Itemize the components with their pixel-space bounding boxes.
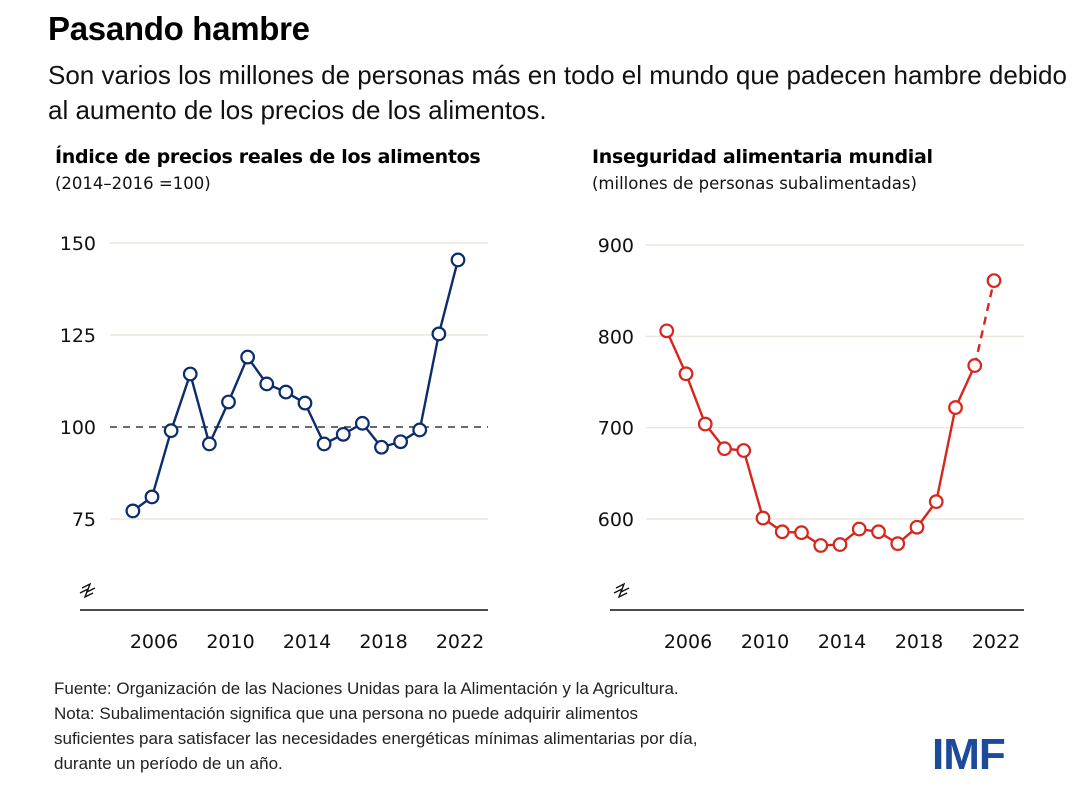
- axis-break-icon: [79, 587, 94, 599]
- data-point-2017: [890, 536, 906, 552]
- data-point-2018: [374, 439, 389, 455]
- page-subtitle: Son varios los millones de personas más …: [48, 60, 1067, 125]
- x-tick-label: 2010: [206, 631, 254, 653]
- data-point-2016: [335, 426, 351, 442]
- x-tick-label: 2006: [664, 631, 712, 653]
- data-point-2022: [986, 273, 1002, 289]
- data-point-2022: [450, 252, 466, 268]
- data-point-2018: [909, 519, 925, 535]
- right-chart-subtitle: (millones de personas subalimentadas): [592, 174, 917, 193]
- y-tick-label: 600: [598, 509, 634, 531]
- x-tick-label: 2014: [818, 631, 866, 653]
- x-tick-label: 2022: [436, 631, 484, 653]
- data-point-2005: [659, 323, 675, 339]
- y-tick-label: 800: [598, 326, 634, 348]
- right-chart-title: Inseguridad alimentaria mundial: [592, 146, 933, 168]
- data-point-2019: [393, 434, 409, 450]
- data-point-2013: [278, 384, 294, 400]
- axis-break-icon: [613, 587, 628, 599]
- right-chart: 600 700 800 900 2006 2010 2014 2018 2022: [598, 235, 1024, 653]
- data-point-2009: [201, 436, 217, 452]
- definition-note-line-3: durante un período de un año.: [54, 754, 283, 773]
- series-line: [132, 259, 460, 512]
- data-point-2007: [697, 416, 713, 432]
- definition-note-line-2: suficientes para satisfacer las necesida…: [54, 729, 698, 748]
- data-point-2005: [125, 503, 141, 519]
- x-tick-label: 2014: [283, 631, 331, 653]
- data-point-2010: [755, 510, 771, 526]
- y-tick-label: 125: [60, 325, 96, 347]
- data-point-2006: [678, 366, 694, 382]
- data-point-2015: [316, 436, 332, 452]
- data-point-2008: [182, 366, 198, 382]
- left-chart: 75 100 125 150 2006 2010 2014 2018 2022: [60, 233, 488, 653]
- left-chart-subtitle: (2014–2016 =100): [55, 174, 211, 193]
- data-point-2016: [871, 524, 886, 540]
- data-point-2008: [717, 441, 732, 457]
- x-tick-label: 2022: [972, 631, 1020, 653]
- imf-logo: IMF: [932, 730, 1006, 779]
- data-point-2020: [412, 422, 428, 438]
- data-point-2010: [221, 394, 236, 410]
- y-tick-label: 700: [598, 418, 634, 440]
- left-chart-title: Índice de precios reales de los alimento…: [55, 146, 481, 168]
- data-point-2012: [259, 376, 275, 392]
- page-title: Pasando hambre: [48, 10, 310, 47]
- data-point-2013: [813, 538, 829, 553]
- data-point-2017: [354, 415, 370, 431]
- data-point-2007: [163, 423, 179, 439]
- data-point-2021: [967, 358, 983, 373]
- data-point-2015: [851, 521, 867, 537]
- data-point-2009: [736, 443, 752, 458]
- data-point-2012: [794, 525, 809, 541]
- source-note: Fuente: Organización de las Naciones Uni…: [54, 679, 679, 698]
- x-tick-label: 2006: [130, 631, 178, 653]
- data-point-2006: [144, 489, 160, 505]
- x-tick-label: 2018: [359, 631, 407, 653]
- series-line-projected: [973, 280, 996, 366]
- y-tick-label: 150: [60, 233, 96, 255]
- y-tick-label: 100: [60, 417, 96, 439]
- data-point-2019: [928, 494, 944, 510]
- data-point-2011: [774, 524, 790, 540]
- data-point-2014: [832, 537, 848, 552]
- y-tick-label: 900: [598, 235, 634, 257]
- data-point-2020: [948, 400, 963, 415]
- data-point-2011: [240, 349, 256, 365]
- footer-notes: Fuente: Organización de las Naciones Uni…: [54, 676, 698, 776]
- definition-note-line-1: Nota: Subalimentación significa que una …: [54, 704, 639, 723]
- x-tick-label: 2018: [895, 631, 943, 653]
- series-line: [665, 330, 976, 547]
- data-point-2021: [431, 326, 447, 342]
- data-point-2014: [297, 395, 313, 411]
- y-tick-label: 75: [72, 509, 96, 531]
- x-tick-label: 2010: [741, 631, 789, 653]
